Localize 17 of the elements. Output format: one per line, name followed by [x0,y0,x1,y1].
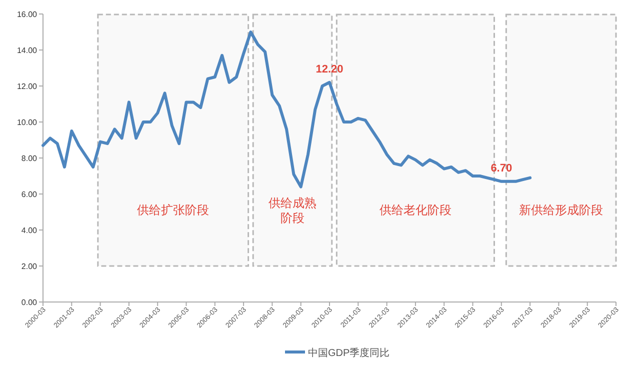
legend-label: 中国GDP季度同比 [308,347,390,359]
y-tick-label: 4.00 [21,226,38,235]
y-tick-label: 10.00 [16,118,38,127]
y-tick-label: 16.00 [16,10,38,19]
band-label: 供给扩张阶段 [137,202,210,217]
y-tick-label: 2.00 [21,262,38,271]
y-tick-label: 14.00 [16,46,38,55]
band-label: 供给成熟阶段 [268,196,316,225]
y-tick-label: 0.00 [21,298,38,307]
y-tick-label: 6.00 [21,190,38,199]
band-label: 新供给形成阶段 [519,202,604,217]
legend: 中国GDP季度同比 [285,348,390,359]
annotation: 6.70 [490,162,512,174]
band-label: 供给老化阶段 [379,202,452,217]
y-tick-label: 12.00 [16,82,38,91]
annotation: 12.20 [316,63,344,76]
y-tick-label: 8.00 [21,154,38,163]
